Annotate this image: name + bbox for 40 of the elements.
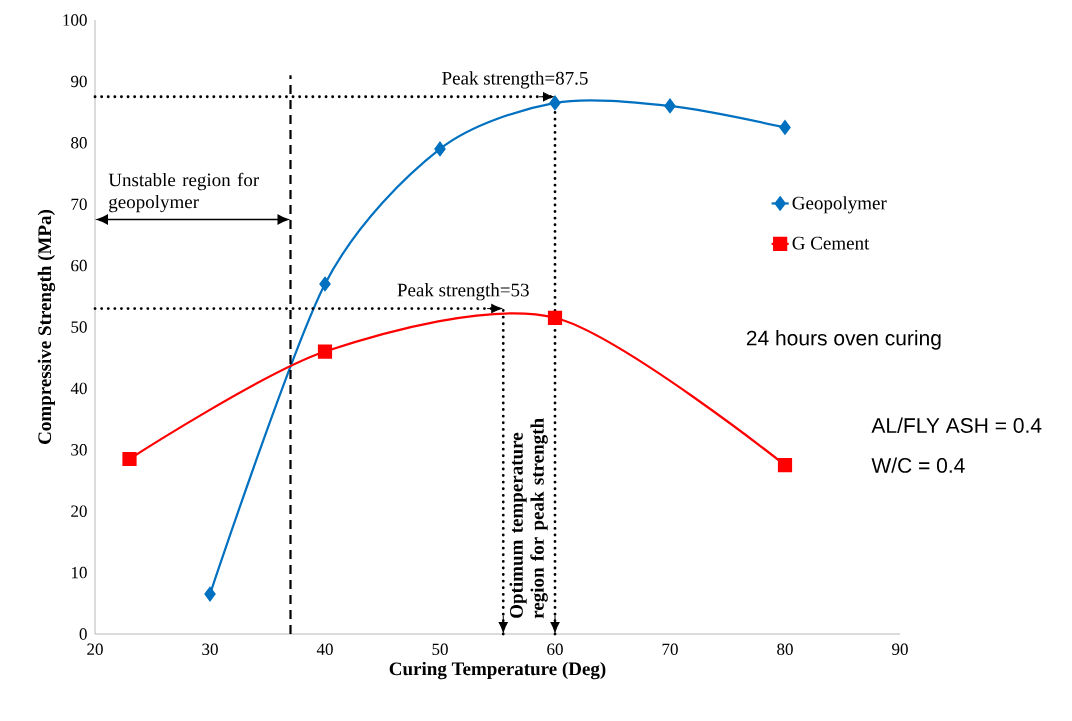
x-tick-label: 90	[892, 643, 908, 656]
point	[122, 451, 137, 467]
point	[434, 141, 446, 157]
annotation: 24 hours oven curing	[746, 330, 941, 350]
point	[779, 120, 791, 135]
x-tick-label: 60	[547, 643, 563, 656]
point	[317, 344, 333, 359]
y-tick-label: 40	[70, 382, 87, 395]
annotation: Unstable region for geopolymer	[108, 172, 260, 213]
x-tick-label: 50	[432, 643, 448, 656]
y-tick-label: 30	[71, 444, 87, 456]
annotation: AL/FLY ASH = 0.4	[871, 417, 1042, 433]
x-tick-label: 40	[316, 643, 333, 656]
y-tick-label: 50	[71, 321, 87, 333]
x-tick-label: 80	[777, 643, 793, 656]
y-tick-label: 60	[71, 259, 87, 272]
legend-label: G Cement	[792, 236, 870, 250]
x-tick-label: 70	[662, 643, 678, 656]
y-tick-label: 20	[71, 505, 87, 517]
y-tick-label: 0	[79, 628, 87, 640]
y-tick-label: 100	[63, 14, 87, 26]
point	[319, 276, 331, 292]
y-axis-title: Compressive Strength (MPa)	[37, 210, 56, 444]
y-tick-label: 90	[71, 75, 87, 88]
point	[664, 98, 676, 114]
point	[204, 586, 216, 602]
annotation: W/C = 0.4	[871, 457, 965, 473]
y-tick-label: 80	[71, 137, 87, 149]
x-tick-label: 20	[87, 643, 103, 656]
point	[777, 458, 793, 473]
ref-line-label: Optimum temperature region for peak strength	[509, 418, 548, 619]
legend-label: Geopolymer	[792, 196, 887, 214]
point	[549, 95, 561, 110]
x-axis-title: Curing Temperature (Deg)	[389, 661, 606, 680]
y-tick-label: 10	[71, 566, 87, 579]
ref-line-label: Peak strength=53	[397, 283, 529, 301]
x-tick-label: 30	[202, 643, 218, 656]
y-tick-label: 70	[71, 198, 87, 210]
point	[547, 310, 563, 325]
ref-line-label: Peak strength=87.5	[442, 71, 588, 89]
